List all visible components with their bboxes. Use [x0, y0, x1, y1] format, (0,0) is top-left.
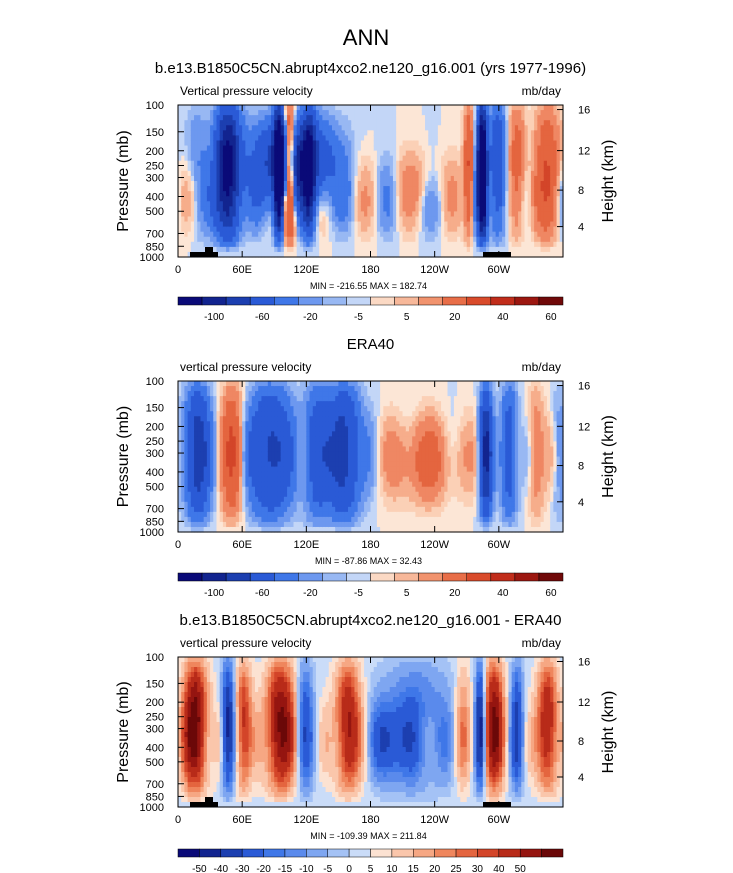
y2-tick-label: 8: [578, 185, 584, 197]
y-tick-label: 500: [146, 206, 164, 218]
panel-right-label: mb/day: [522, 84, 561, 98]
y2-axis-title: Height (km): [600, 140, 617, 223]
x-tick-label: 180: [361, 264, 379, 276]
x-tick-label: 120W: [420, 264, 449, 276]
colorbar-label: 60: [545, 312, 557, 323]
colorbar-box: [419, 297, 443, 305]
y-tick-label: 1000: [140, 252, 164, 264]
colorbar-box: [322, 297, 346, 305]
colorbar-label: -20: [303, 312, 318, 323]
contour-field: [178, 381, 564, 533]
panel-title: ERA40: [347, 336, 395, 353]
y-tick-label: 400: [146, 192, 164, 204]
contour-field: [178, 105, 564, 258]
colorbar-box: [515, 297, 539, 305]
figure-title: ANN: [343, 25, 389, 50]
y-axis-title: Pressure (mb): [115, 130, 132, 231]
colorbar-box: [226, 297, 250, 305]
x-tick-label: 60E: [232, 264, 252, 276]
colorbar-label: 40: [497, 312, 509, 323]
colorbar-box: [298, 297, 322, 305]
colorbar-box: [250, 297, 274, 305]
colorbar: -100 -60 -20 -5 5 20 40 60: [178, 297, 563, 323]
y2-tick-label: 12: [578, 146, 590, 158]
colorbar-box: [346, 297, 370, 305]
y2-tick-label: 16: [578, 105, 590, 117]
chart-panel-1: b.e13.B1850C5CN.abrupt4xco2.ne120_g16.00…: [115, 60, 617, 323]
y2-tick-label: 4: [578, 222, 584, 234]
x-tick-label: 0: [175, 264, 181, 276]
panel-left-label: Vertical pressure velocity: [180, 84, 313, 98]
topography-block: [205, 247, 213, 253]
colorbar-box: [395, 297, 419, 305]
x-tick-label: 120E: [293, 264, 319, 276]
colorbar-box: [274, 297, 298, 305]
y-tick-label: 200: [146, 146, 164, 158]
colorbar-box: [539, 297, 563, 305]
y-tick-label: 250: [146, 160, 164, 172]
colorbar-box: [178, 297, 202, 305]
panels: b.e13.B1850C5CN.abrupt4xco2.ne120_g16.00…: [115, 60, 617, 873]
colorbar-box: [491, 297, 515, 305]
x-tick-label: 60W: [488, 264, 511, 276]
panel-title: b.e13.B1850C5CN.abrupt4xco2.ne120_g16.00…: [155, 60, 586, 77]
y-tick-label: 100: [146, 100, 164, 112]
colorbar-box: [371, 297, 395, 305]
colorbar-label: -100: [204, 312, 224, 323]
colorbar-label: 20: [449, 312, 461, 323]
topography-block: [190, 252, 218, 257]
panel-left-label: vertical pressure velocity: [180, 360, 311, 374]
topography-block: [483, 252, 511, 257]
chart-panel-2: ERA40vertical pressure velocity mb/day0 60…: [115, 336, 617, 599]
y-tick-label: 700: [146, 228, 164, 240]
colorbar-box: [443, 297, 467, 305]
y-tick-label: 150: [146, 127, 164, 139]
colorbar-label: -5: [354, 312, 363, 323]
colorbar-label: 5: [404, 312, 410, 323]
colorbar-box: [467, 297, 491, 305]
y-tick-label: 300: [146, 173, 164, 185]
min-max-label: MIN = -216.55 MAX = 182.74: [310, 281, 427, 291]
colorbar-box: [202, 297, 226, 305]
panel-right-label: mb/day: [522, 360, 561, 374]
colorbar-label: -60: [255, 312, 270, 323]
